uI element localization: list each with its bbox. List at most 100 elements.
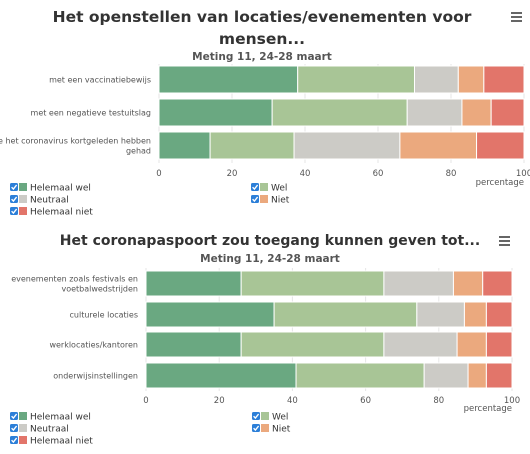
legend-label: Helemaal niet <box>30 208 93 218</box>
legend-label: Helemaal wel <box>30 413 91 423</box>
bar-segment[interactable] <box>209 131 295 160</box>
legend-checkbox-icon[interactable] <box>251 183 259 191</box>
bar-segment[interactable] <box>383 331 458 358</box>
category-label: met een negatieve testuitslag <box>31 109 151 118</box>
x-axis-label: percentage <box>464 404 512 414</box>
legend-item[interactable]: Helemaal niet <box>10 436 93 447</box>
chart-menu-icon[interactable] <box>498 232 512 246</box>
x-tick-label: 0 <box>143 396 148 406</box>
bar-segment[interactable] <box>416 301 465 328</box>
legend-item[interactable]: Niet <box>251 195 290 206</box>
legend-label: Niet <box>271 196 290 206</box>
legend-checkbox-icon[interactable] <box>10 195 18 203</box>
bar-segment[interactable] <box>457 65 485 94</box>
category-label: met een vaccinatiebewijs <box>49 76 151 85</box>
chart-title: mensen... <box>219 30 305 48</box>
bar-segment[interactable] <box>145 301 275 328</box>
bar-segment[interactable] <box>461 98 492 127</box>
legend-label: Neutraal <box>30 196 69 206</box>
bar-segment[interactable] <box>271 98 408 127</box>
bar-segment[interactable] <box>158 98 273 127</box>
legend: Helemaal wel Wel Neutraal Niet Helemaal niet <box>10 412 291 447</box>
legend-item[interactable]: Helemaal wel <box>10 412 91 423</box>
legend-item[interactable]: Wel <box>252 412 288 423</box>
bar-row <box>158 131 525 160</box>
x-tick-label: 20 <box>227 169 238 179</box>
bar-segment[interactable] <box>482 270 513 297</box>
legend-checkbox-icon[interactable] <box>252 424 260 432</box>
chart-title: Het openstellen van locaties/evenementen… <box>53 8 472 26</box>
bar-segment[interactable] <box>383 270 454 297</box>
category-label: onderwijsinstellingen <box>53 372 138 381</box>
bar-segment[interactable] <box>485 331 513 358</box>
chart-subtitle: Meting 11, 24-28 maart <box>200 253 340 265</box>
chart-subtitle: Meting 11, 24-28 maart <box>192 51 332 63</box>
legend-checkbox-icon[interactable] <box>10 412 18 420</box>
legend-item[interactable]: Neutraal <box>10 424 69 435</box>
bar-segment[interactable] <box>145 362 297 389</box>
bar-segment[interactable] <box>452 270 484 297</box>
legend-checkbox-icon[interactable] <box>251 195 259 203</box>
bar-segment[interactable] <box>476 131 525 160</box>
bar-row <box>145 362 513 389</box>
bar-segment[interactable] <box>145 270 242 297</box>
legend-checkbox-icon[interactable] <box>10 436 18 444</box>
legend-label: Wel <box>272 413 288 423</box>
bar-segment[interactable] <box>297 65 416 94</box>
bar-segment[interactable] <box>485 301 513 328</box>
bar-row <box>158 98 525 127</box>
x-tick-label: 20 <box>214 396 225 406</box>
bar-segment[interactable] <box>483 65 525 94</box>
legend-checkbox-icon[interactable] <box>10 424 18 432</box>
legend-swatch <box>19 207 27 215</box>
bar-segment[interactable] <box>406 98 463 127</box>
category-label: die het coronavirus kortgeleden hebben <box>0 137 151 146</box>
bar-segment[interactable] <box>273 301 418 328</box>
bar-segment[interactable] <box>485 362 513 389</box>
legend-checkbox-icon[interactable] <box>252 412 260 420</box>
legend-swatch <box>260 195 268 203</box>
bar-row <box>158 65 525 94</box>
bar-segment[interactable] <box>423 362 469 389</box>
bar-segment[interactable] <box>456 331 487 358</box>
legend-swatch <box>19 412 27 420</box>
legend-item[interactable]: Neutraal <box>10 195 69 206</box>
x-tick-label: 80 <box>433 396 444 406</box>
bar-segment[interactable] <box>295 362 425 389</box>
x-tick-label: 60 <box>373 169 384 179</box>
legend-item[interactable]: Niet <box>252 424 291 435</box>
legend: Helemaal wel Wel Neutraal Niet Helemaal niet <box>10 183 290 218</box>
bar-segment[interactable] <box>145 331 242 358</box>
bar-row <box>145 270 513 297</box>
legend-swatch <box>19 424 27 432</box>
legend-swatch <box>261 424 269 432</box>
bar-segment[interactable] <box>240 331 385 358</box>
legend-swatch <box>19 183 27 191</box>
x-axis-label: percentage <box>476 178 524 188</box>
bar-segment[interactable] <box>414 65 459 94</box>
bar-row <box>145 331 513 358</box>
chart-2: Het coronapaspoort zou toegang kunnen ge… <box>10 232 520 447</box>
legend-checkbox-icon[interactable] <box>10 207 18 215</box>
legend-swatch <box>260 183 268 191</box>
bar-segment[interactable] <box>490 98 525 127</box>
x-tick-label: 40 <box>300 169 311 179</box>
bar-segment[interactable] <box>463 301 487 328</box>
legend-item[interactable]: Wel <box>251 183 287 194</box>
legend-item[interactable]: Helemaal wel <box>10 183 91 194</box>
legend-label: Wel <box>271 184 287 194</box>
bar-segment[interactable] <box>240 270 385 297</box>
bar-segment[interactable] <box>399 131 478 160</box>
category-label: voetbalwedstrijden <box>61 285 138 294</box>
category-label: evenementen zoals festivals en <box>11 275 138 284</box>
legend-item[interactable]: Helemaal niet <box>10 207 93 218</box>
bar-segment[interactable] <box>467 362 487 389</box>
legend-swatch <box>19 436 27 444</box>
chart-menu-icon[interactable] <box>510 8 524 22</box>
x-tick-label: 100 <box>504 396 520 406</box>
bar-segment[interactable] <box>158 131 211 160</box>
legend-checkbox-icon[interactable] <box>10 183 18 191</box>
bar-segment[interactable] <box>158 65 299 94</box>
category-label: culturele locaties <box>70 311 139 320</box>
bar-segment[interactable] <box>293 131 401 160</box>
